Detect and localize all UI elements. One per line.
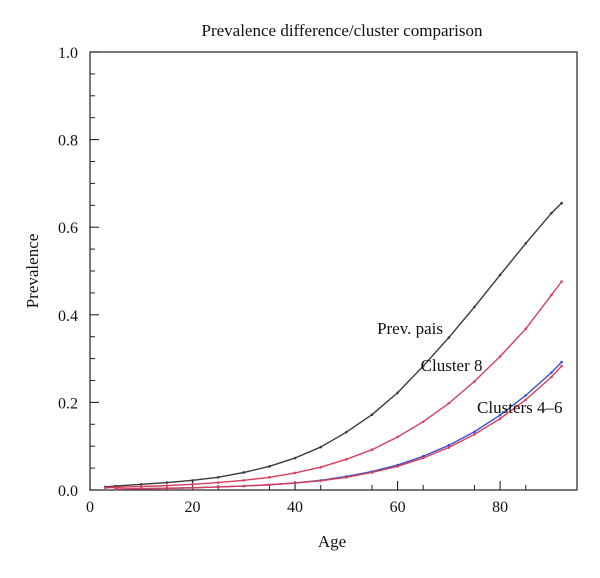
- series-1-point: [165, 481, 169, 484]
- series-1-point: [524, 242, 528, 245]
- series-4-point: [242, 484, 246, 488]
- series-line-3: [115, 361, 563, 490]
- chart-title: Prevalence difference/cluster comparison: [202, 21, 483, 40]
- series-annotation: Prev. pais: [377, 319, 443, 338]
- y-tick-label: 0.0: [58, 483, 78, 500]
- series-2-point: [293, 471, 297, 475]
- series-2-point: [498, 355, 502, 358]
- x-tick-label: 60: [390, 499, 406, 516]
- series-1-point: [268, 465, 271, 468]
- series-2-point: [139, 485, 143, 488]
- series-1-point: [370, 413, 374, 416]
- series-4-point: [498, 417, 502, 420]
- series-4-point: [396, 465, 399, 468]
- series-1-point: [396, 391, 399, 395]
- series-3-point: [447, 444, 451, 447]
- series-4-point: [139, 487, 143, 490]
- series-1-point: [319, 445, 322, 449]
- series-2-point: [242, 479, 246, 482]
- series-line-1: [105, 202, 563, 488]
- series-lines: [104, 201, 563, 491]
- series-1-point: [242, 471, 246, 474]
- y-tick-label: 0.6: [58, 220, 78, 237]
- series-4-point: [114, 487, 117, 491]
- series-3-point: [498, 413, 502, 417]
- y-tick-label: 0.4: [58, 308, 78, 325]
- series-4-point: [560, 364, 563, 368]
- series-4-point: [293, 481, 297, 485]
- series-4-point: [345, 475, 348, 479]
- series-line-4: [115, 365, 563, 490]
- series-4-point: [370, 471, 374, 474]
- x-tick-label: 80: [492, 499, 508, 516]
- series-4-point: [473, 433, 476, 436]
- series-2-point: [560, 280, 563, 283]
- series-4-point: [524, 398, 528, 402]
- series-annotation: Clusters 4–6: [477, 398, 562, 417]
- series-1-point: [421, 364, 425, 368]
- series-2-point: [370, 448, 374, 452]
- series-1-point: [473, 305, 476, 309]
- series-2-point: [345, 458, 348, 461]
- series-1-point: [550, 211, 553, 215]
- series-2-point: [165, 484, 169, 487]
- series-2-point: [104, 486, 107, 490]
- series-2-point: [473, 380, 476, 383]
- series-2-point: [550, 293, 553, 297]
- series-1-point: [293, 456, 297, 460]
- series-line-2: [105, 281, 563, 489]
- y-tick-label: 0.2: [58, 395, 78, 412]
- series-1-point: [447, 336, 451, 339]
- series-1-point: [498, 273, 502, 277]
- series-1-point: [216, 475, 220, 479]
- series-annotation: Cluster 8: [421, 356, 483, 375]
- x-axis-title: Age: [318, 532, 346, 551]
- axis-ticks: 0 20 40 60 80 0.0 0.2 0.4 0.6 0.8 1.0: [58, 45, 527, 516]
- series-1-point: [560, 201, 563, 205]
- series-2-point: [319, 465, 322, 469]
- series-4-point: [216, 485, 220, 489]
- series-2-point: [447, 401, 451, 405]
- series-2-point: [216, 481, 220, 484]
- series-2-point: [268, 475, 271, 479]
- series-4-point: [550, 375, 553, 379]
- series-4-point: [191, 486, 194, 490]
- series-4-point: [268, 483, 271, 487]
- series-4-point: [319, 479, 322, 483]
- series-2-point: [524, 327, 528, 331]
- series-2-point: [191, 483, 194, 486]
- series-1-point: [345, 430, 348, 434]
- series-2-point: [421, 420, 425, 423]
- series-3-point: [550, 371, 553, 374]
- series-1-point: [191, 479, 194, 482]
- x-tick-label: 0: [86, 499, 94, 516]
- series-1-point: [139, 483, 143, 486]
- x-tick-label: 20: [185, 499, 201, 516]
- x-tick-label: 40: [287, 499, 303, 516]
- y-axis-title: Prevalence: [23, 234, 42, 309]
- y-tick-label: 1.0: [58, 45, 78, 62]
- y-tick-label: 0.8: [58, 133, 78, 150]
- series-3-point: [560, 360, 563, 364]
- series-annotations: Prev. pais Cluster 8 Clusters 4–6: [377, 319, 562, 417]
- series-3-point: [524, 394, 528, 397]
- series-4-point: [447, 446, 451, 449]
- series-3-point: [473, 430, 476, 434]
- series-2-point: [396, 435, 399, 439]
- series-4-point: [165, 486, 169, 490]
- series-4-point: [421, 456, 425, 460]
